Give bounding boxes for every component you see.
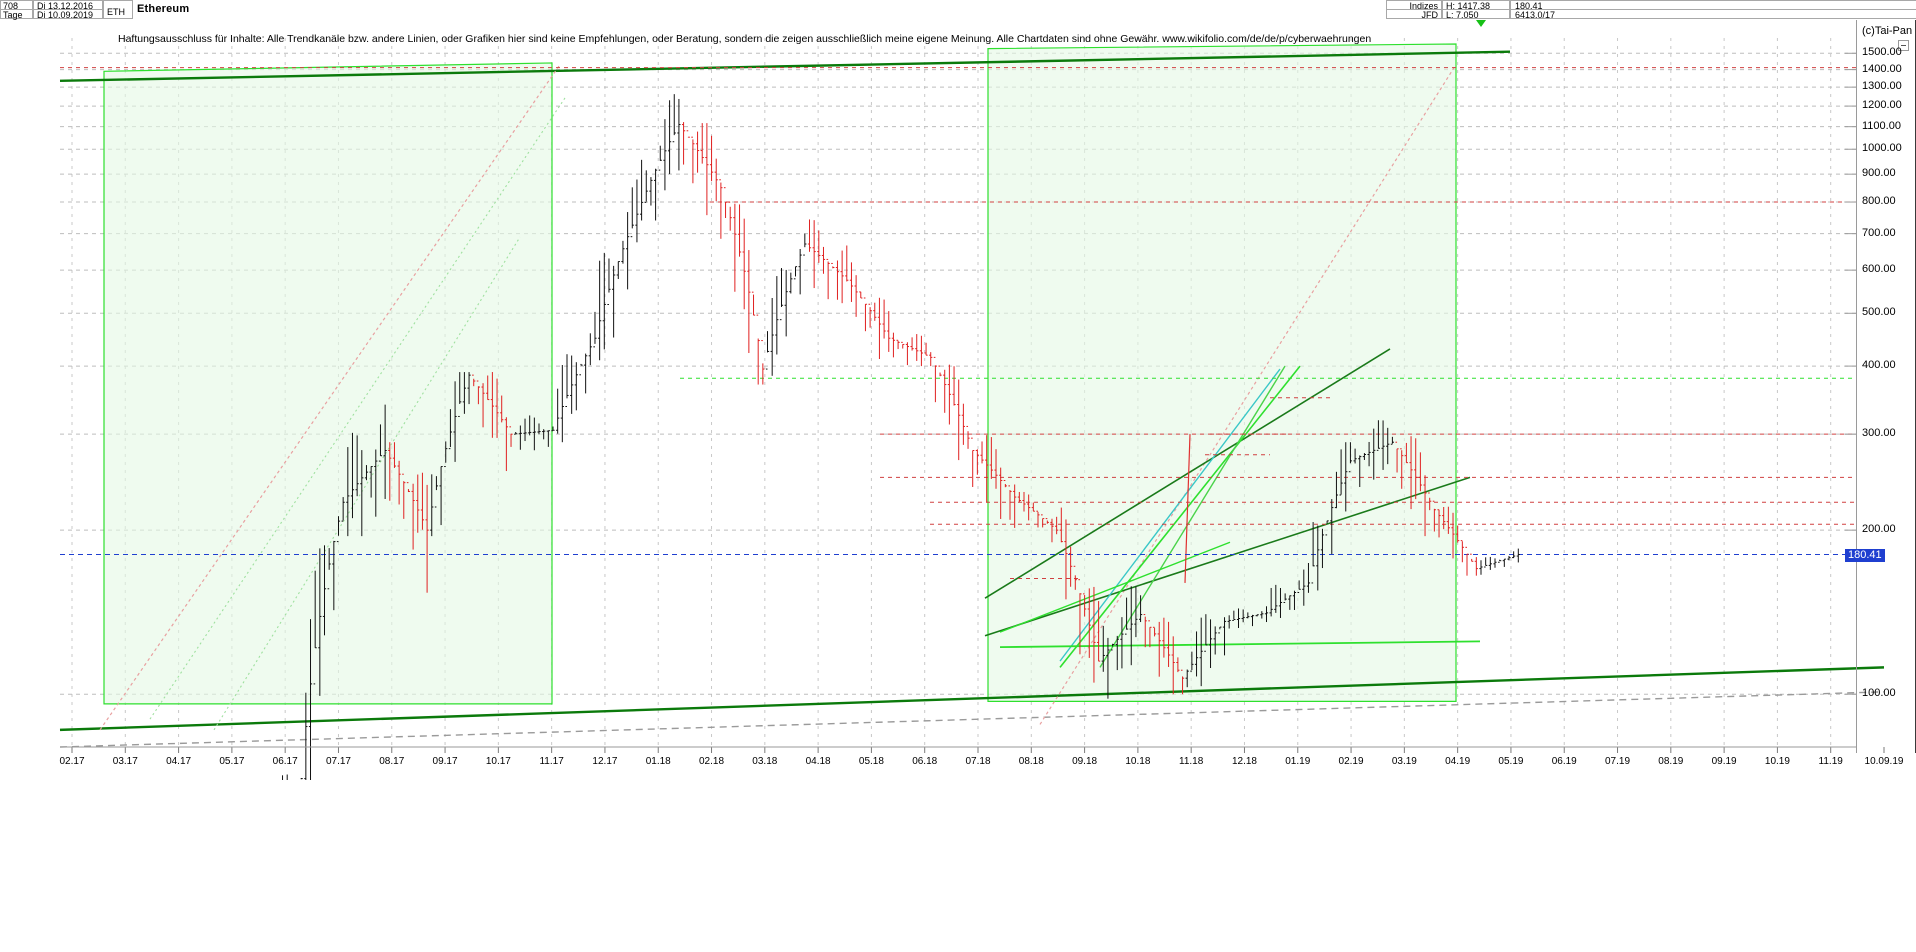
price-tick-label: 700.00 (1862, 226, 1896, 239)
interval-label: Tage (3, 10, 23, 20)
date-tick-label: 07.17 (325, 756, 351, 767)
volume-info-field: 6413.0/17 (1510, 9, 1916, 20)
date-tick-label: 09.18 (1072, 756, 1098, 767)
date-tick-label: 09.19 (1711, 756, 1737, 767)
price-tick-label: 100.00 (1862, 687, 1896, 700)
period-low-label: L: 7.050 (1446, 10, 1479, 20)
price-tick-label: 800.00 (1862, 195, 1896, 208)
price-tick-label: 1000.00 (1862, 142, 1902, 155)
date-tick-label: 03.18 (752, 756, 778, 767)
date-tick-label: 10.09.19 (1864, 756, 1904, 767)
price-tick-label: 400.00 (1862, 359, 1896, 372)
price-tick-label: 300.00 (1862, 427, 1896, 440)
collapse-axis-button[interactable] (1898, 40, 1909, 51)
price-tick-label: 900.00 (1862, 167, 1896, 180)
date-tick-label: 11.19 (1818, 756, 1843, 767)
price-tick-label: 500.00 (1862, 306, 1896, 319)
bars-count-label: 708 (3, 1, 19, 11)
toolbar: 708 Tage Di 13.12.2016 Di 10.09.2019 ETH… (0, 0, 1916, 24)
axis-ticks (60, 52, 1885, 753)
price-tick-label: 1300.00 (1862, 80, 1902, 93)
period-low-field: L: 7.050 (1442, 9, 1510, 20)
date-tick-label: 02.17 (59, 756, 85, 767)
price-chart-canvas[interactable] (0, 20, 1916, 780)
page-title: Ethereum (137, 3, 190, 15)
period-high-label: H: 1417.38 (1446, 1, 1491, 11)
ohlc-bars (282, 94, 1520, 780)
price-tick-label: 200.00 (1862, 523, 1896, 536)
price-tick-label: 1400.00 (1862, 62, 1902, 75)
price-tick-label: 1200.00 (1862, 99, 1902, 112)
date-to-label: Di 10.09.2019 (37, 10, 94, 20)
date-tick-label: 11.18 (1179, 756, 1204, 767)
date-tick-label: 03.19 (1391, 756, 1417, 767)
current-bar-marker (1476, 20, 1486, 27)
date-tick-label: 07.19 (1605, 756, 1631, 767)
date-tick-label: 06.19 (1551, 756, 1577, 767)
copyright-label: (c)Tai-Pan (1862, 25, 1913, 37)
date-tick-label: 08.18 (1018, 756, 1044, 767)
provider-field: JFD (1386, 9, 1442, 20)
price-tick-label: 600.00 (1862, 263, 1896, 276)
source-label: Indizes (1409, 1, 1438, 11)
price-tick-label: 1500.00 (1862, 46, 1902, 59)
trend-channels (103, 43, 1457, 705)
date-tick-label: 08.19 (1658, 756, 1684, 767)
date-tick-label: 09.17 (432, 756, 458, 767)
date-tick-label: 11.17 (539, 756, 564, 767)
date-tick-label: 03.17 (112, 756, 138, 767)
date-tick-label: 06.18 (912, 756, 938, 767)
date-tick-label: 08.17 (379, 756, 405, 767)
date-tick-label: 05.18 (858, 756, 884, 767)
date-tick-label: 04.17 (166, 756, 192, 767)
price-axis-line (1856, 20, 1857, 753)
horizontal-levels (60, 67, 1856, 580)
date-tick-label: 12.18 (1231, 756, 1257, 767)
date-tick-label: 01.18 (645, 756, 671, 767)
chart-area[interactable]: (c)Tai-Pan Haftungsausschluss für Inhalt… (0, 20, 1916, 952)
date-from-label: Di 13.12.2016 (37, 1, 94, 11)
date-tick-label: 05.19 (1498, 756, 1524, 767)
date-to-field[interactable]: Di 10.09.2019 (33, 9, 103, 20)
date-tick-label: 05.17 (219, 756, 245, 767)
volume-info-label: 6413.0/17 (1515, 10, 1556, 20)
date-tick-label: 10.18 (1125, 756, 1151, 767)
interval-dropdown[interactable]: Tage (0, 9, 33, 24)
date-tick-label: 12.17 (592, 756, 618, 767)
symbol-label: ETH (107, 7, 125, 17)
symbol-field[interactable]: ETH (103, 0, 133, 19)
disclaimer-text: Haftungsausschluss für Inhalte: Alle Tre… (118, 33, 1372, 45)
date-tick-label: 02.19 (1338, 756, 1364, 767)
last-price-label: 180.41 (1515, 1, 1543, 11)
provider-label: JFD (1421, 10, 1439, 20)
date-tick-label: 06.17 (272, 756, 298, 767)
date-tick-label: 10.19 (1764, 756, 1790, 767)
date-tick-label: 07.18 (965, 756, 991, 767)
date-tick-label: 04.18 (805, 756, 831, 767)
date-tick-label: 02.18 (699, 756, 725, 767)
date-tick-label: 04.19 (1445, 756, 1471, 767)
date-tick-label: 01.19 (1285, 756, 1311, 767)
price-tick-label: 1100.00 (1862, 119, 1901, 132)
date-tick-label: 10.17 (485, 756, 511, 767)
last-price-marker: 180.41 (1845, 548, 1885, 562)
